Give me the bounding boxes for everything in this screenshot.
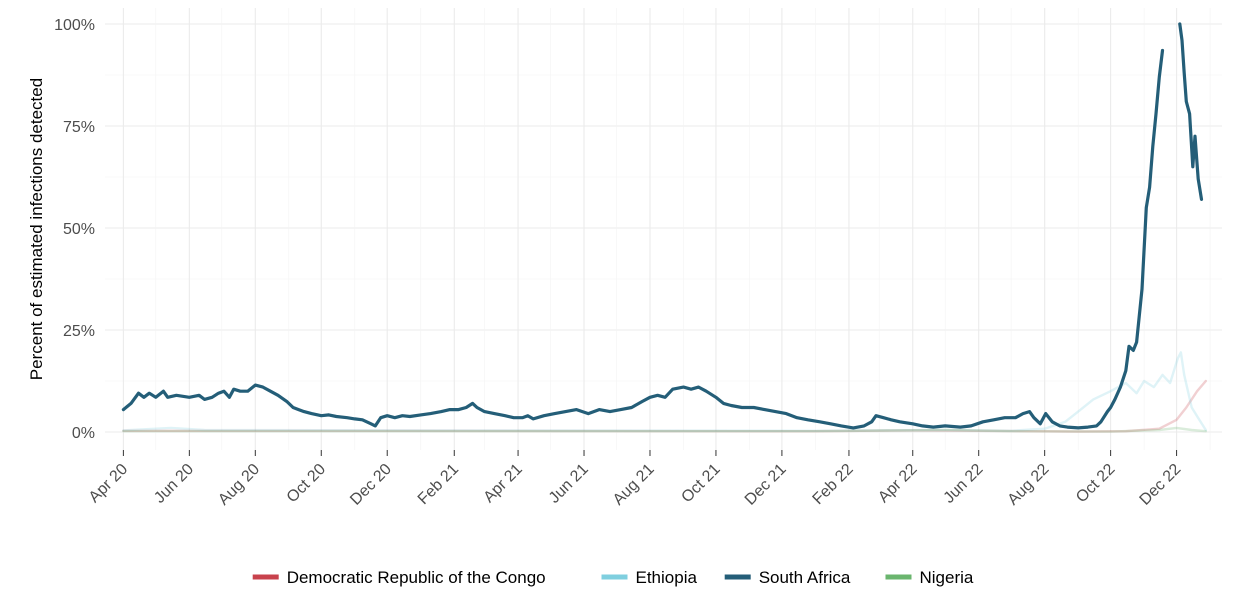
series-line-south-africa — [121, 22, 1204, 430]
legend-label-south-africa: South Africa — [759, 568, 851, 587]
y-axis-title: Percent of estimated infections detected — [27, 78, 46, 380]
legend: Democratic Republic of the Congo Ethiopia… — [252, 568, 974, 587]
x-tick-label: Aug 20 — [215, 461, 263, 509]
y-tick-label: 25% — [63, 323, 95, 340]
x-tick-label: Feb 22 — [810, 461, 857, 508]
x-tick-label: Apr 20 — [86, 461, 131, 506]
series-line-democratic-republic-of-the-congo — [122, 379, 1207, 433]
y-tick-label: 100% — [54, 17, 95, 34]
x-axis: Apr 20 Jun 20 Aug 20 Oct 20 Dec 20 Feb 21 Apr … — [86, 450, 1185, 509]
legend-label-ethiopia: Ethiopia — [636, 568, 698, 587]
x-tick-label: Oct 22 — [1073, 461, 1118, 506]
series-line-ethiopia — [122, 351, 1207, 432]
x-tick-label: Jun 21 — [546, 461, 592, 507]
y-tick-label: 0% — [72, 425, 95, 442]
x-tick-label: Oct 20 — [284, 461, 329, 506]
x-tick-label: Dec 21 — [742, 461, 790, 509]
x-tick-label: Dec 22 — [1137, 461, 1185, 509]
x-tick-label: Oct 21 — [678, 461, 723, 506]
x-tick-label: Feb 21 — [415, 461, 462, 508]
series-line-nigeria — [122, 426, 1207, 433]
y-axis: 0% 25% 50% 75% 100% — [54, 17, 95, 442]
x-tick-label: Aug 21 — [610, 461, 658, 509]
x-tick-label: Apr 21 — [481, 461, 526, 506]
y-tick-label: 50% — [63, 221, 95, 238]
x-tick-label: Apr 22 — [875, 461, 920, 506]
x-tick-label: Jun 20 — [151, 461, 197, 507]
grid — [105, 8, 1222, 450]
x-tick-label: Aug 22 — [1005, 461, 1053, 509]
legend-label-nigeria: Nigeria — [920, 568, 974, 587]
x-tick-label: Dec 20 — [347, 461, 395, 509]
plot-area — [121, 22, 1207, 433]
x-tick-label: Jun 22 — [941, 461, 987, 507]
legend-label-democratic-republic-of-the-congo: Democratic Republic of the Congo — [287, 568, 546, 587]
y-tick-label: 75% — [63, 119, 95, 136]
